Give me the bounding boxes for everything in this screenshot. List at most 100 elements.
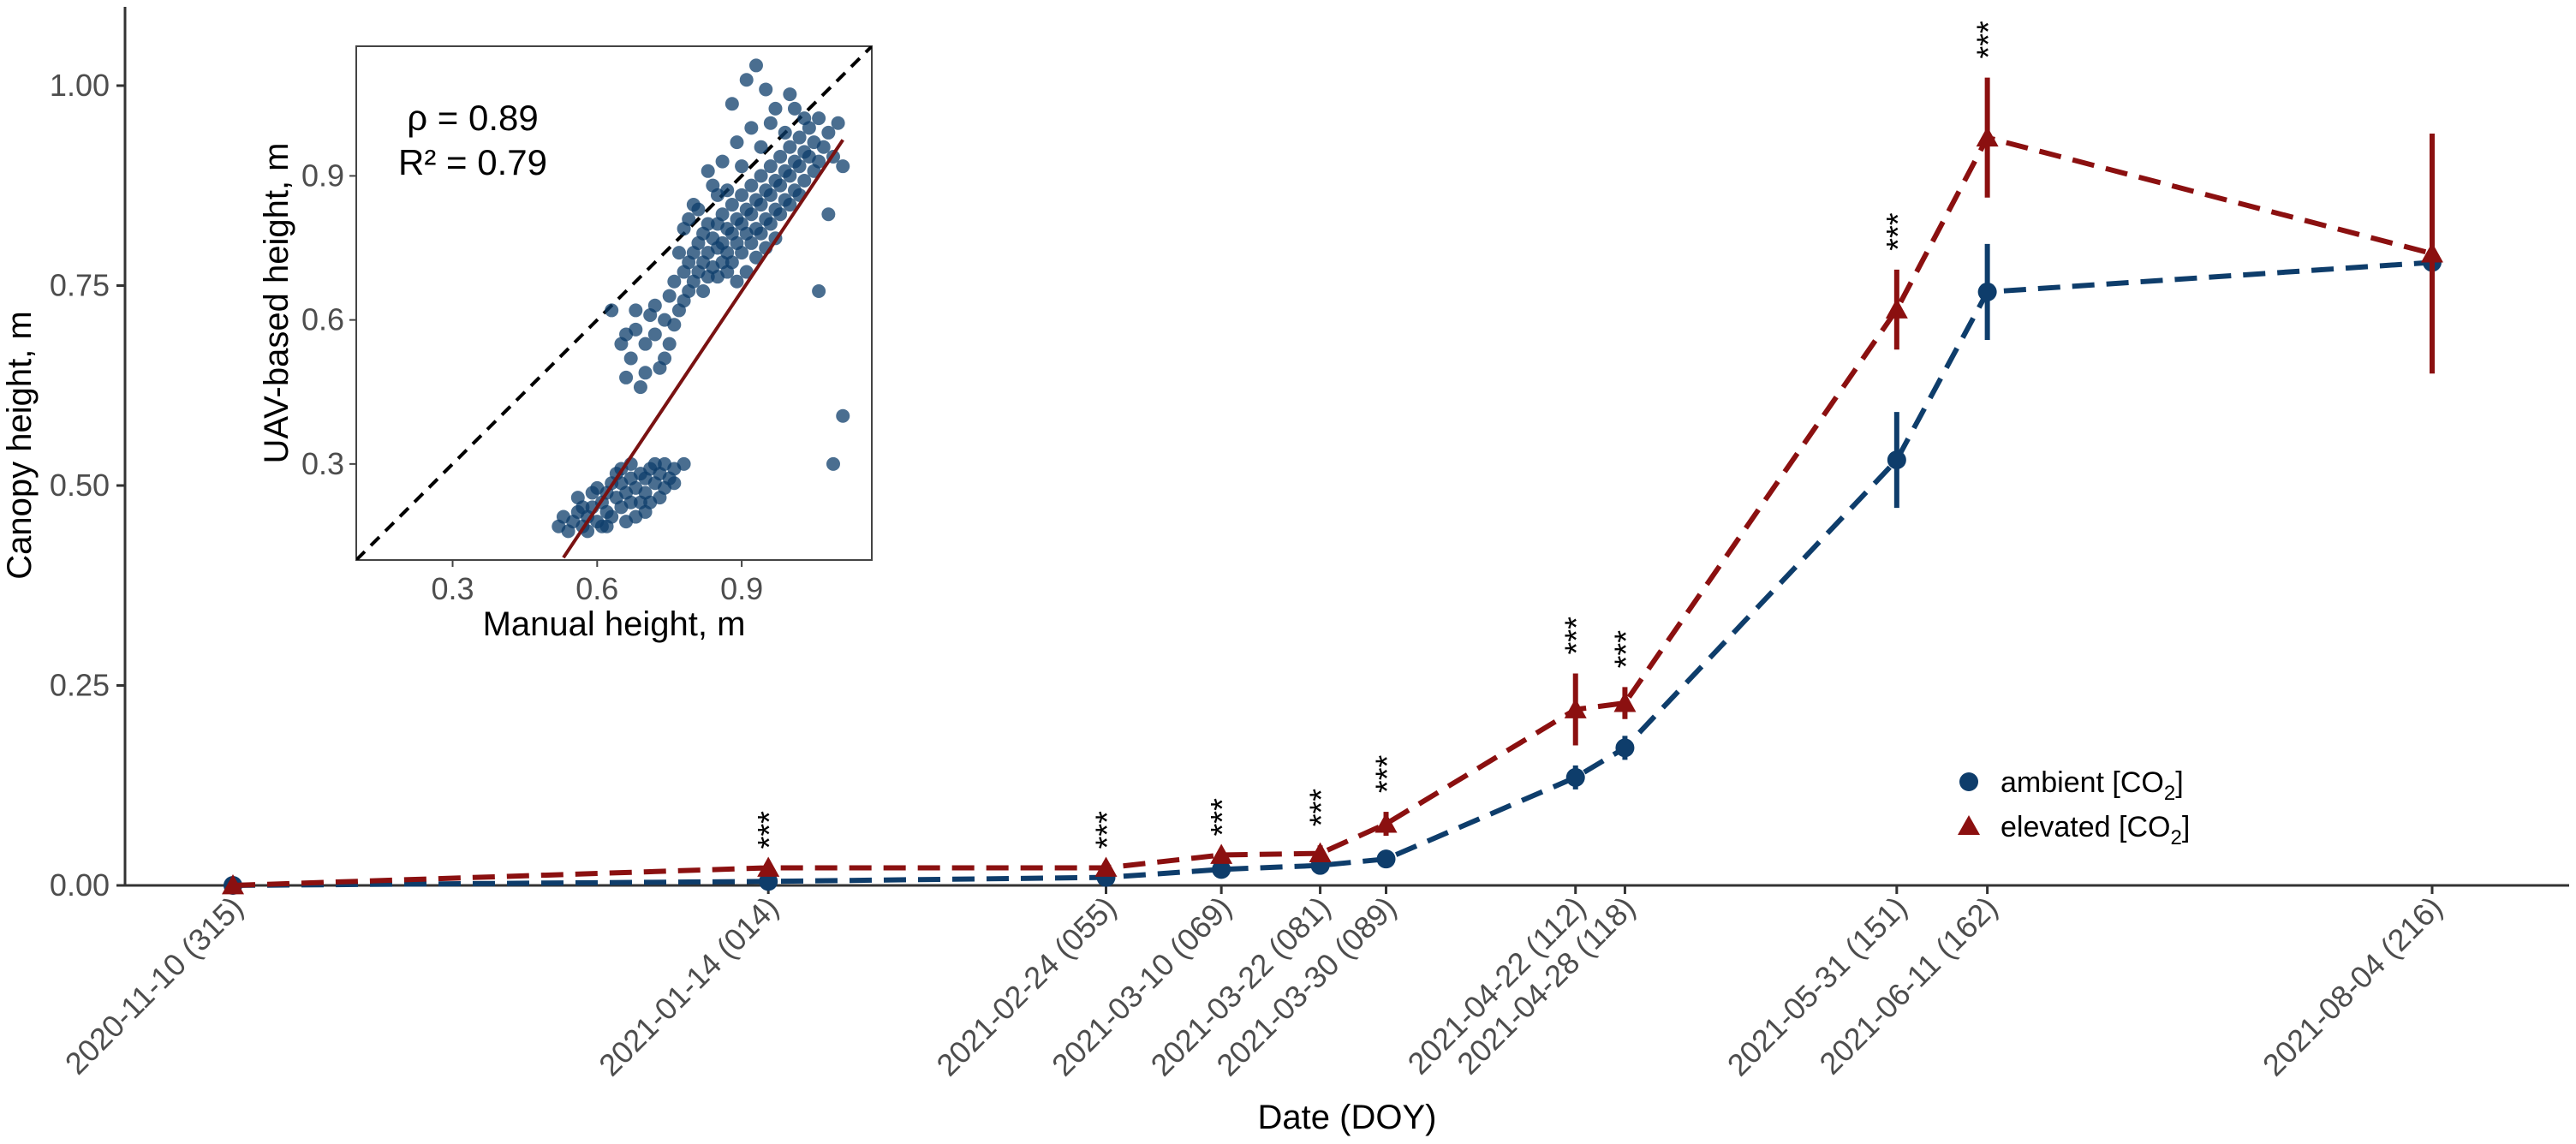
scatter-point: [667, 318, 682, 332]
scatter-point: [763, 159, 778, 174]
series-line-elevated: [232, 134, 2433, 888]
inset-y-tick-label: 0.6: [301, 302, 344, 337]
series-line-ambient: [232, 259, 2433, 888]
scatter-point: [826, 456, 840, 471]
data-point-ambient: [1887, 450, 1906, 470]
scatter-point: [763, 116, 778, 130]
inset-y-tick-label: 0.9: [301, 158, 344, 193]
data-point-ambient: [1977, 282, 1997, 301]
scatter-point: [715, 207, 730, 222]
data-point-elevated: [1564, 698, 1587, 718]
significance-label: ***: [752, 811, 788, 849]
scatter-point: [662, 289, 677, 303]
significance-label: ***: [1559, 617, 1595, 655]
significance-label: ***: [1090, 811, 1126, 849]
legend-label: elevated [CO2]: [2001, 811, 2190, 849]
data-point-elevated: [1094, 856, 1118, 877]
legend-label-subscript: 2: [2164, 782, 2175, 805]
scatter-point: [744, 235, 759, 250]
significance-label: ***: [1370, 754, 1406, 793]
scatter-point: [836, 159, 850, 174]
scatter-point: [821, 207, 836, 222]
scatter-point: [599, 519, 614, 533]
scatter-point: [744, 121, 759, 135]
data-point-elevated: [1210, 843, 1233, 864]
y-tick-label: 0.25: [50, 668, 110, 703]
inset-x-tick-label: 0.6: [575, 571, 618, 606]
scatter-point: [812, 154, 826, 169]
legend-label: ambient [CO2]: [2001, 766, 2184, 805]
y-tick-label: 1.00: [50, 68, 110, 103]
scatter-point: [759, 82, 773, 97]
data-point-ambient: [1212, 860, 1231, 879]
scatter-point: [638, 366, 653, 380]
scatter-point: [744, 207, 759, 222]
scatter-point: [629, 303, 643, 318]
legend-label-close: ]: [2182, 811, 2190, 843]
scatter-point: [773, 207, 788, 222]
inset-y-axis-title: UAV-based height, m: [258, 142, 295, 463]
scatter-point: [797, 111, 812, 126]
scatter-point: [662, 337, 677, 351]
inset-x-tick-label: 0.3: [431, 571, 474, 606]
scatter-point: [754, 226, 768, 241]
scatter-point: [821, 125, 836, 140]
scatter-point: [696, 283, 711, 298]
scatter-point: [730, 135, 744, 150]
scatter-point: [671, 246, 686, 260]
y-tick-label: 0.50: [50, 468, 110, 503]
scatter-point: [677, 456, 691, 471]
scatter-point: [754, 140, 768, 154]
y-tick-label: 0.75: [50, 268, 110, 303]
data-point-elevated: [1374, 813, 1398, 833]
scatter-point: [783, 169, 797, 183]
data-point-elevated: [1613, 692, 1637, 712]
scatter-point: [792, 159, 807, 174]
data-point-elevated: [757, 856, 780, 877]
data-point-elevated: [1885, 298, 1908, 319]
significance-label: ***: [1971, 21, 2007, 59]
data-point-ambient: [1376, 849, 1396, 869]
scatter-point: [682, 212, 696, 226]
scatter-point: [783, 87, 797, 102]
y-axis-title: Canopy height, m: [1, 311, 39, 580]
scatter-point: [797, 174, 812, 188]
scatter-point: [763, 188, 778, 202]
scatter-point: [701, 217, 715, 231]
regression-line: [562, 139, 844, 559]
scatter-point: [653, 491, 667, 505]
scatter-point: [605, 303, 619, 318]
scatter-point: [638, 337, 653, 351]
scatter-point: [623, 495, 638, 509]
legend: ambient [CO2] elevated [CO2]: [1958, 766, 2190, 849]
data-point-ambient: [1565, 767, 1585, 787]
scatter-point: [748, 250, 763, 265]
scatter-point: [667, 274, 682, 289]
scatter-point: [638, 504, 653, 519]
scatter-point: [754, 198, 768, 212]
y-tick-label: 0.00: [50, 867, 110, 903]
scatter-point: [658, 351, 672, 366]
scatter-point: [816, 140, 831, 154]
scatter-point: [812, 111, 826, 126]
scatter-point: [691, 202, 706, 217]
scatter-point: [773, 149, 788, 164]
scatter-point: [667, 476, 682, 491]
scatter-point: [773, 178, 788, 193]
scatter-point: [783, 140, 797, 154]
scatter-point: [748, 58, 763, 73]
scatter-point: [701, 164, 715, 178]
scatter-point: [619, 370, 634, 384]
scatter-point: [787, 101, 802, 116]
scatter-point: [715, 154, 730, 169]
scatter-point: [735, 159, 749, 174]
significance-label: ***: [1205, 798, 1241, 837]
scatter-point: [724, 198, 739, 212]
data-point-elevated: [1309, 842, 1332, 863]
data-point-elevated: [222, 874, 244, 895]
legend-marker-ambient: [1959, 772, 1978, 791]
scatter-point: [730, 274, 744, 289]
scatter-point: [739, 73, 754, 87]
